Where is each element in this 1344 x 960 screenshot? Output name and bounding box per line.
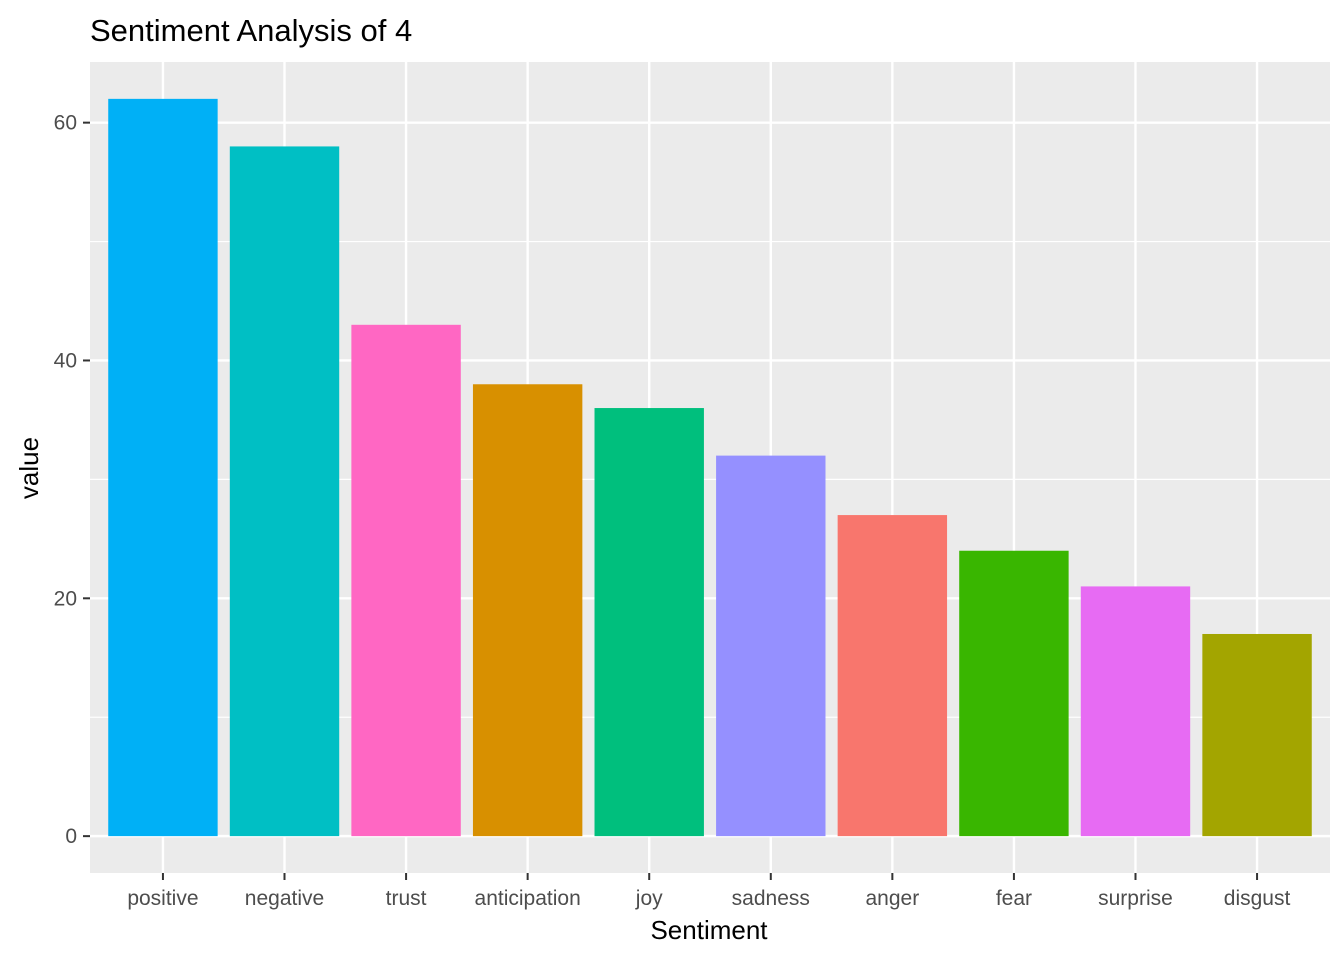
bar-disgust bbox=[1202, 633, 1312, 837]
bar-positive bbox=[108, 98, 218, 837]
bars bbox=[108, 98, 1312, 837]
bar-surprise bbox=[1080, 586, 1191, 837]
x-tick-label: anger bbox=[865, 887, 919, 910]
x-tick-label: sadness bbox=[732, 887, 810, 910]
x-tick-label: joy bbox=[635, 887, 663, 910]
bar-negative bbox=[229, 146, 340, 837]
x-tick-label: trust bbox=[386, 887, 427, 910]
x-tick-label: fear bbox=[996, 887, 1032, 910]
bar-fear bbox=[959, 550, 1069, 837]
bar-anger bbox=[837, 515, 948, 837]
x-tick-label: negative bbox=[245, 887, 324, 910]
y-tick-label: 20 bbox=[54, 587, 77, 610]
y-tick-label: 0 bbox=[65, 825, 77, 848]
y-tick-label: 60 bbox=[54, 112, 77, 135]
bar-joy bbox=[594, 408, 704, 837]
x-axis-title: Sentiment bbox=[650, 915, 768, 945]
bar-trust bbox=[351, 324, 461, 837]
bar-sadness bbox=[716, 455, 826, 837]
y-axis-title: value bbox=[14, 437, 44, 499]
x-tick-label: positive bbox=[127, 887, 198, 910]
chart-title: Sentiment Analysis of 4 bbox=[90, 13, 412, 48]
bar-anticipation bbox=[472, 384, 583, 837]
x-axis: positive negative trust anticipation joy sadn… bbox=[127, 873, 1290, 910]
x-tick-label: anticipation bbox=[475, 887, 581, 910]
x-tick-label: surprise bbox=[1098, 887, 1173, 910]
y-tick-label: 40 bbox=[54, 349, 77, 372]
y-axis: 0 20 40 60 bbox=[54, 112, 90, 848]
x-tick-label: disgust bbox=[1224, 887, 1291, 910]
